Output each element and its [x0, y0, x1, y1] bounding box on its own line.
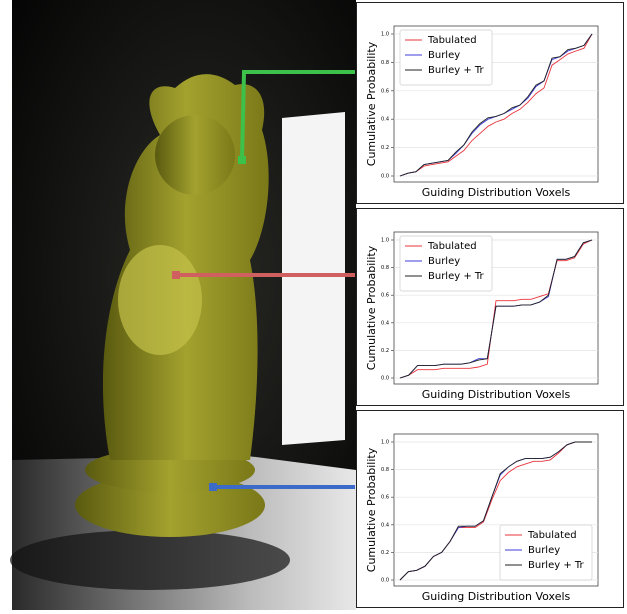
y-tick-label: 0.4 — [381, 522, 389, 528]
y-tick-label: 1.0 — [381, 238, 389, 244]
legend-label: Tabulated — [427, 35, 477, 46]
y-tick-label: 0.0 — [381, 376, 389, 382]
y-tick-label: 0.6 — [381, 495, 389, 501]
y-tick-label: 0.8 — [381, 265, 389, 271]
y-axis-label: Cumulative Probability — [365, 245, 378, 370]
legend-label: Tabulated — [427, 241, 477, 252]
marker-green — [238, 156, 246, 164]
y-tick-label: 0.2 — [381, 145, 389, 151]
legend-label: Burley + Tr — [428, 65, 485, 76]
legend-label: Burley — [528, 545, 560, 556]
y-tick-label: 1.0 — [381, 440, 389, 446]
render-image — [10, 0, 356, 610]
x-axis-label: Guiding Distribution Voxels — [422, 590, 571, 603]
y-tick-label: 0.0 — [381, 174, 389, 180]
y-tick-label: 0.0 — [381, 578, 389, 584]
y-axis-label: Cumulative Probability — [365, 447, 378, 572]
y-tick-label: 0.4 — [381, 320, 389, 326]
y-tick-label: 0.8 — [381, 467, 389, 473]
y-tick-label: 0.6 — [381, 293, 389, 299]
x-axis-label: Guiding Distribution Voxels — [422, 186, 571, 199]
body: {"chart_data": [ {"type": "line", "ylabe… — [0, 0, 627, 610]
x-axis-label: Guiding Distribution Voxels — [422, 388, 571, 401]
marker-blue — [209, 483, 217, 491]
legend-label: Tabulated — [527, 530, 577, 541]
figure: 0.00.20.40.60.81.0Cumulative Probability… — [0, 0, 627, 610]
legend-label: Burley + Tr — [528, 560, 585, 571]
legend-label: Burley — [428, 50, 460, 61]
legend-label: Burley + Tr — [428, 271, 485, 282]
light-panel — [282, 112, 345, 445]
y-tick-label: 0.8 — [381, 60, 389, 66]
shadow — [10, 530, 290, 590]
y-tick-label: 0.2 — [381, 550, 389, 556]
legend-label: Burley — [428, 256, 460, 267]
page: body { margin: 0; width: 627px; height: … — [0, 0, 627, 610]
marker-red — [172, 271, 180, 279]
y-tick-label: 0.4 — [381, 117, 389, 123]
y-axis-label: Cumulative Probability — [365, 41, 378, 166]
y-tick-label: 0.2 — [381, 348, 389, 354]
y-tick-label: 1.0 — [381, 32, 389, 38]
y-tick-label: 0.6 — [381, 88, 389, 94]
